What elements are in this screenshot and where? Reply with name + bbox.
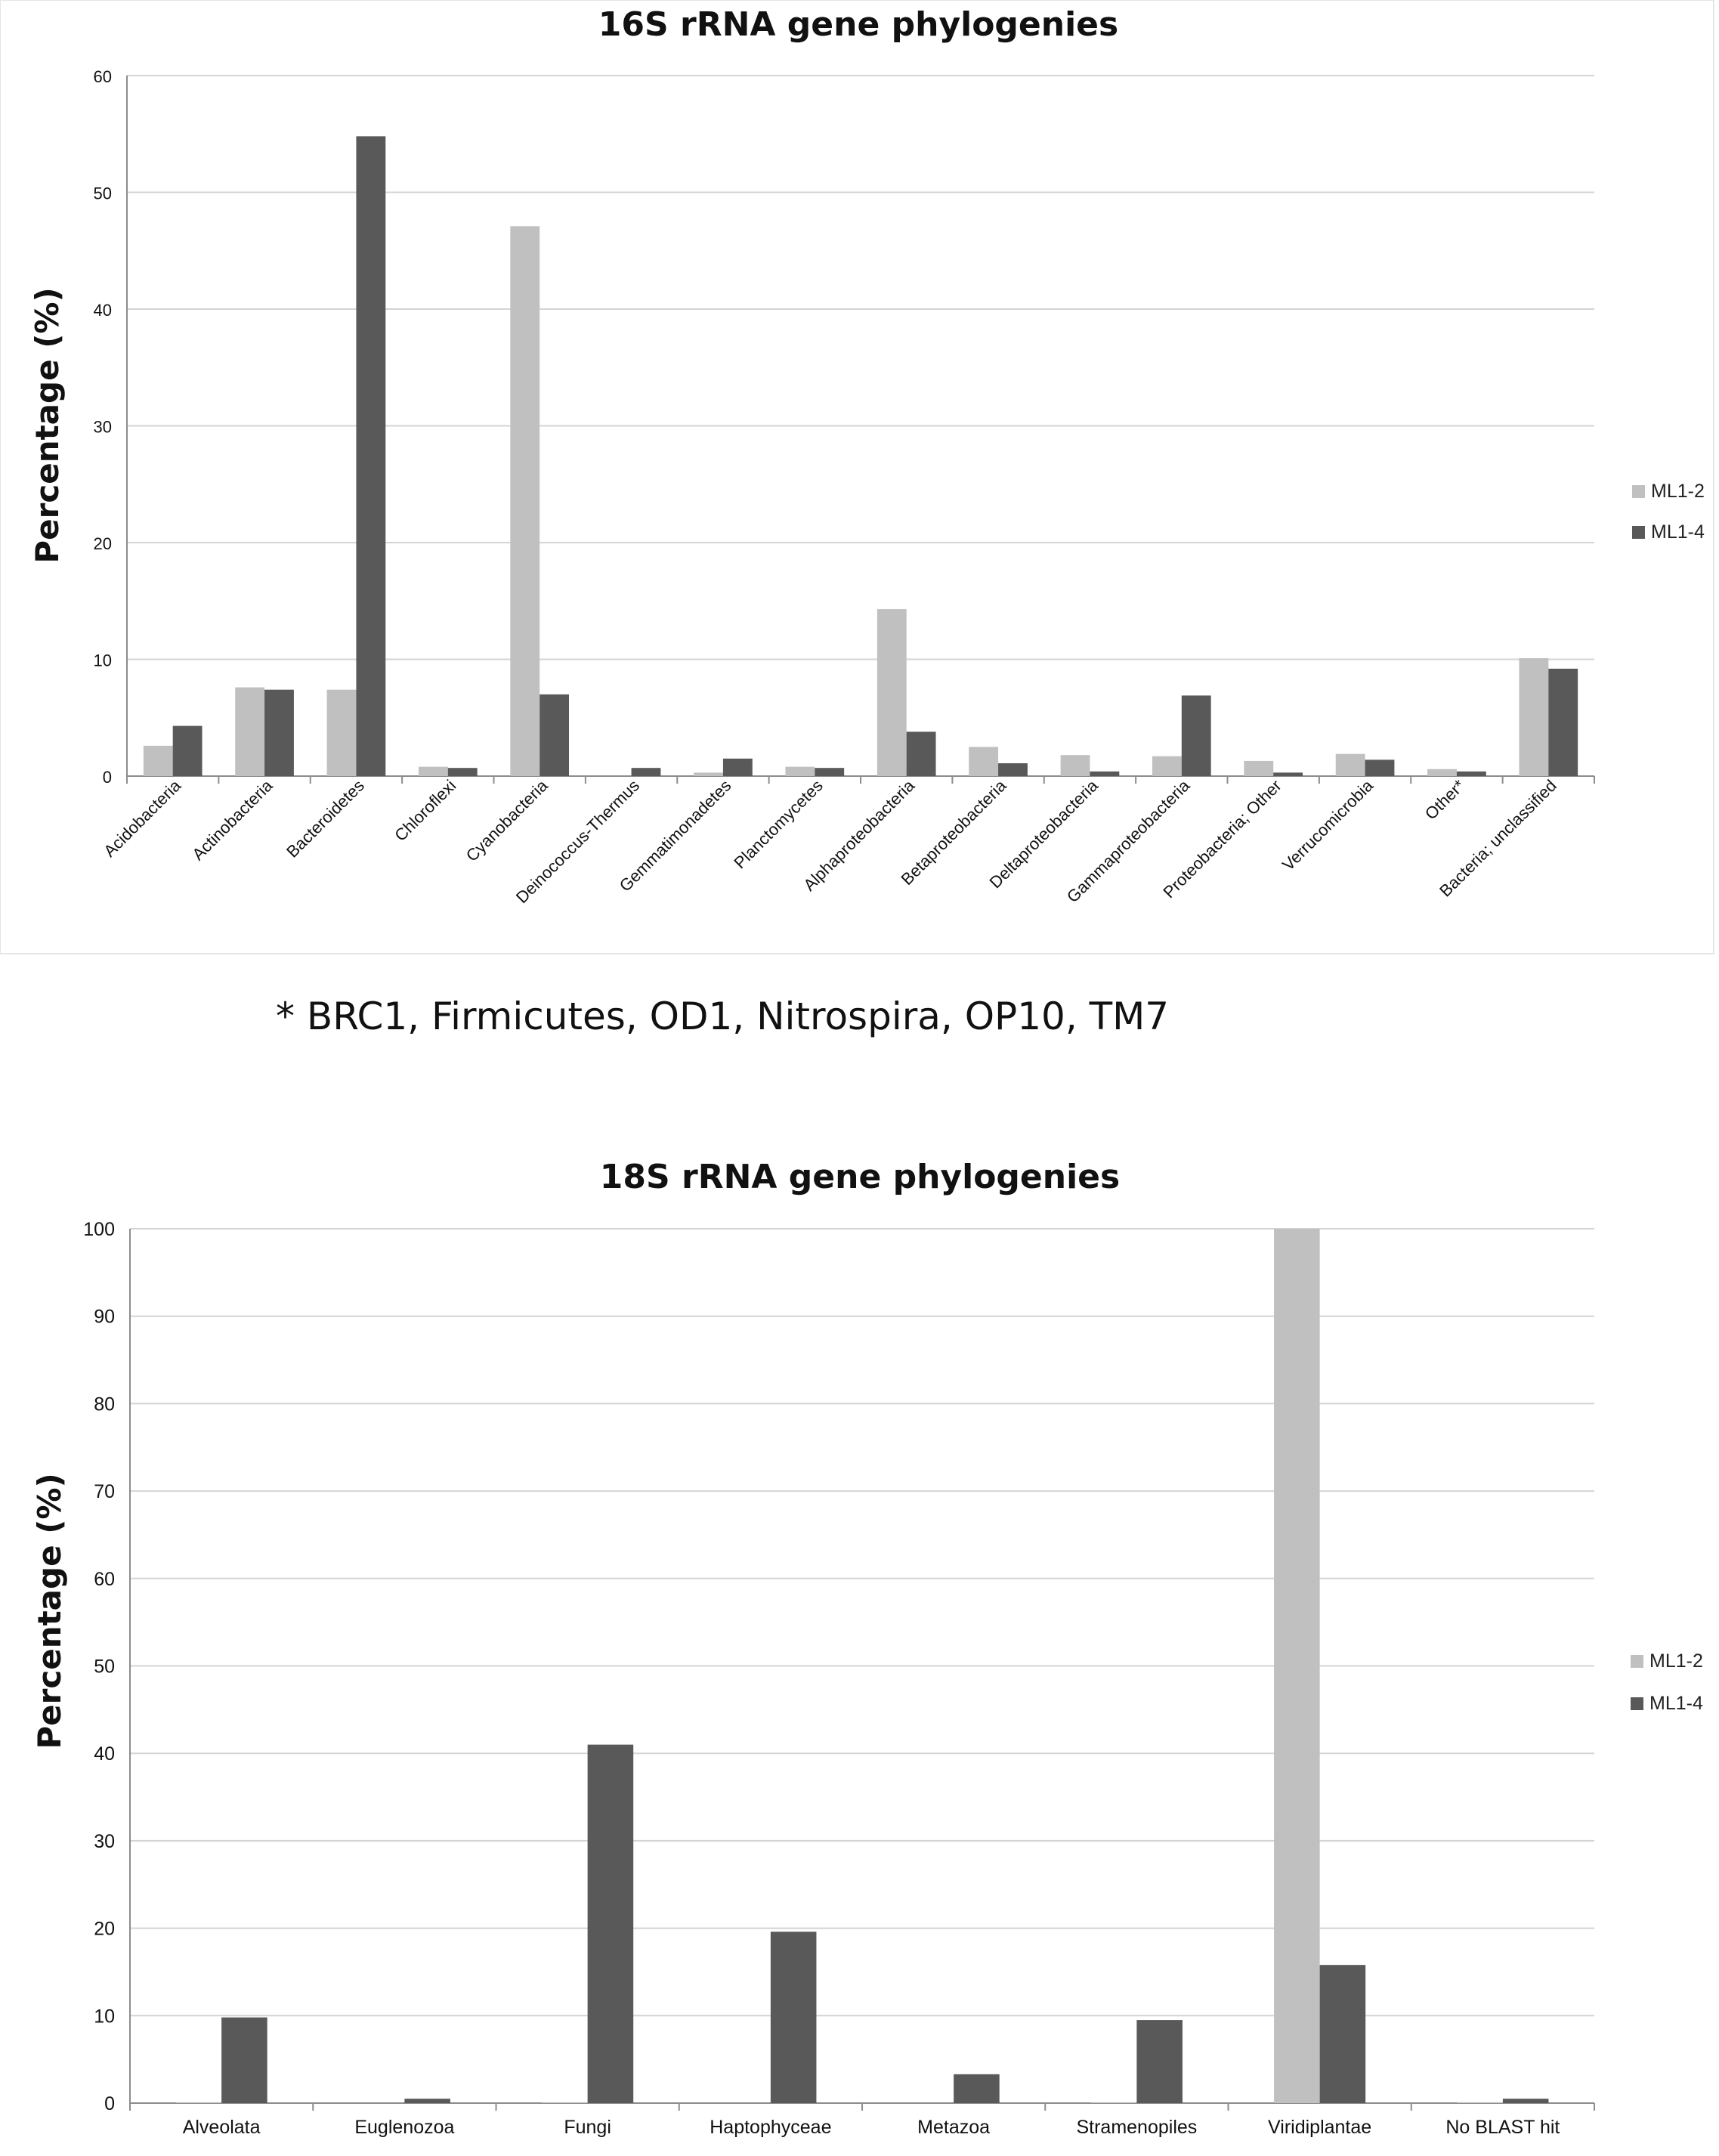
chart-18s-ytick-label: 40 [94, 1743, 115, 1765]
chart-16s-ytick-label: 20 [94, 534, 112, 553]
chart-18s-bar-ml1-2 [1457, 2102, 1503, 2103]
chart-18s-bar-ml1-4 [587, 1744, 634, 2103]
chart-16s-bar-ml1-4 [1090, 771, 1120, 776]
chart-16s-bar-ml1-4 [722, 758, 753, 776]
chart-18s-bar-ml1-4 [954, 2074, 1000, 2103]
chart-16s-bar-ml1-2 [510, 226, 540, 776]
chart-16s-bar-ml1-4 [540, 694, 570, 776]
chart-16s-bar-ml1-2 [1152, 756, 1182, 776]
chart-16s-bar-ml1-4 [815, 768, 845, 776]
chart-18s: 18S rRNA gene phylogenies Percentage (%)… [31, 1158, 1703, 2138]
chart-18s-ytick-label: 70 [94, 1481, 115, 1502]
chart-16s-ytick-label: 50 [94, 184, 112, 203]
chart-18s-category-label: Metazoa [917, 2117, 990, 2138]
chart-16s-bar-ml1-2 [143, 745, 173, 776]
chart-18s-legend-swatch-ml1-2 [1631, 1655, 1643, 1668]
chart-18s-ylabel: Percentage (%) [31, 1473, 68, 1749]
chart-16s-frame [0, 0, 1714, 954]
chart-16s-legend-swatch-ml1-2 [1632, 485, 1645, 498]
chart-18s-bar-ml1-4 [770, 1932, 817, 2103]
chart-18s-legend-swatch-ml1-4 [1631, 1697, 1643, 1710]
chart-16s-bar-ml1-4 [356, 136, 386, 777]
chart-16s-ytick-label: 40 [94, 301, 112, 320]
chart-16s-bar-ml1-2 [1519, 657, 1549, 776]
chart-18s-bar-ml1-4 [1136, 2020, 1183, 2103]
chart-18s-bar-ml1-2 [175, 2102, 222, 2103]
chart-16s-bar-ml1-2 [785, 766, 815, 776]
chart-18s-ytick-label: 30 [94, 1831, 115, 1852]
chart-18s-ytick-label: 60 [94, 1569, 115, 1590]
chart-16s-bar-ml1-2 [877, 609, 907, 776]
chart-18s-ytick-label: 90 [94, 1307, 115, 1328]
chart-18s-category-label: Fungi [564, 2117, 611, 2138]
chart-18s-bar-ml1-4 [221, 2017, 267, 2103]
chart-16s-bar-ml1-4 [447, 768, 478, 776]
chart-16s-bar-ml1-2 [1335, 753, 1365, 776]
chart-18s-bar-ml1-4 [1502, 2099, 1549, 2103]
chart-16s-legend-swatch-ml1-4 [1632, 526, 1645, 539]
chart-16s-bar-ml1-2 [694, 772, 723, 776]
chart-18s-ytick-label: 0 [104, 2093, 115, 2114]
chart-16s-legend-label: ML1-4 [1651, 521, 1705, 543]
chart-18s-bar-ml1-2 [1090, 2102, 1137, 2103]
chart-16s-bar-ml1-4 [264, 689, 294, 776]
chart-16s-title: 16S rRNA gene phylogenies [598, 5, 1118, 44]
chart-18s-ytick-label: 100 [83, 1219, 115, 1240]
chart-18s-category-label: Euglenozoa [354, 2117, 454, 2138]
chart-18s-legend-label: ML1-2 [1649, 1650, 1703, 1672]
chart-16s-bar-ml1-4 [998, 763, 1028, 776]
chart-18s-category-label: Haptophyceae [710, 2117, 831, 2138]
chart-16s-legend-label: ML1-2 [1651, 481, 1705, 502]
chart-16s-bar-ml1-4 [1181, 695, 1211, 776]
chart-16s-ytick-label: 60 [94, 67, 112, 86]
chart-16s-bar-ml1-2 [969, 747, 999, 776]
chart-18s-ytick-label: 10 [94, 2006, 115, 2027]
chart-18s-category-label: Stramenopiles [1076, 2117, 1197, 2138]
chart-18s-bar-ml1-4 [404, 2099, 450, 2103]
chart-16s-bar-ml1-2 [235, 687, 265, 776]
chart-18s-bar-ml1-2 [1274, 1229, 1320, 2103]
chart-18s-ytick-label: 20 [94, 1919, 115, 1940]
chart-16s-bar-ml1-4 [172, 725, 203, 776]
chart-18s-bar-ml1-2 [542, 2102, 588, 2103]
chart-18s-title: 18S rRNA gene phylogenies [600, 1158, 1120, 1196]
chart-16s-bar-ml1-4 [1365, 759, 1395, 776]
chart-18s-category-label: Alveolata [183, 2117, 261, 2138]
chart-16s-bar-ml1-2 [1244, 760, 1274, 776]
chart-16s-ytick-label: 0 [103, 768, 112, 787]
chart-18s-category-label: Viridiplantae [1268, 2117, 1371, 2138]
footnote: * BRC1, Firmicutes, OD1, Nitrospira, OP1… [276, 994, 1169, 1038]
chart-16s-ylabel: Percentage (%) [29, 287, 66, 563]
chart-16s-bar-ml1-4 [1273, 772, 1303, 776]
chart-18s-bar-ml1-4 [1319, 1965, 1366, 2103]
chart-18s-ytick-label: 80 [94, 1394, 115, 1415]
chart-16s-bar-ml1-2 [1060, 755, 1090, 776]
chart-16s-bar-ml1-2 [418, 766, 448, 776]
chart-16s-ytick-label: 10 [94, 651, 112, 670]
chart-18s-category-label: No BLAST hit [1445, 2117, 1560, 2138]
chart-16s-ytick-label: 30 [94, 418, 112, 437]
chart-16s-bar-ml1-4 [906, 732, 936, 776]
chart-16s-bar-ml1-2 [326, 689, 357, 776]
chart-16s-bar-ml1-4 [1548, 668, 1578, 776]
chart-18s-legend-label: ML1-4 [1649, 1693, 1703, 1714]
chart-18s-ytick-label: 50 [94, 1656, 115, 1678]
chart-16s-bar-ml1-4 [631, 768, 661, 776]
chart-16s-bar-ml1-4 [1456, 771, 1486, 776]
chart-16s-bar-ml1-2 [1427, 769, 1457, 776]
